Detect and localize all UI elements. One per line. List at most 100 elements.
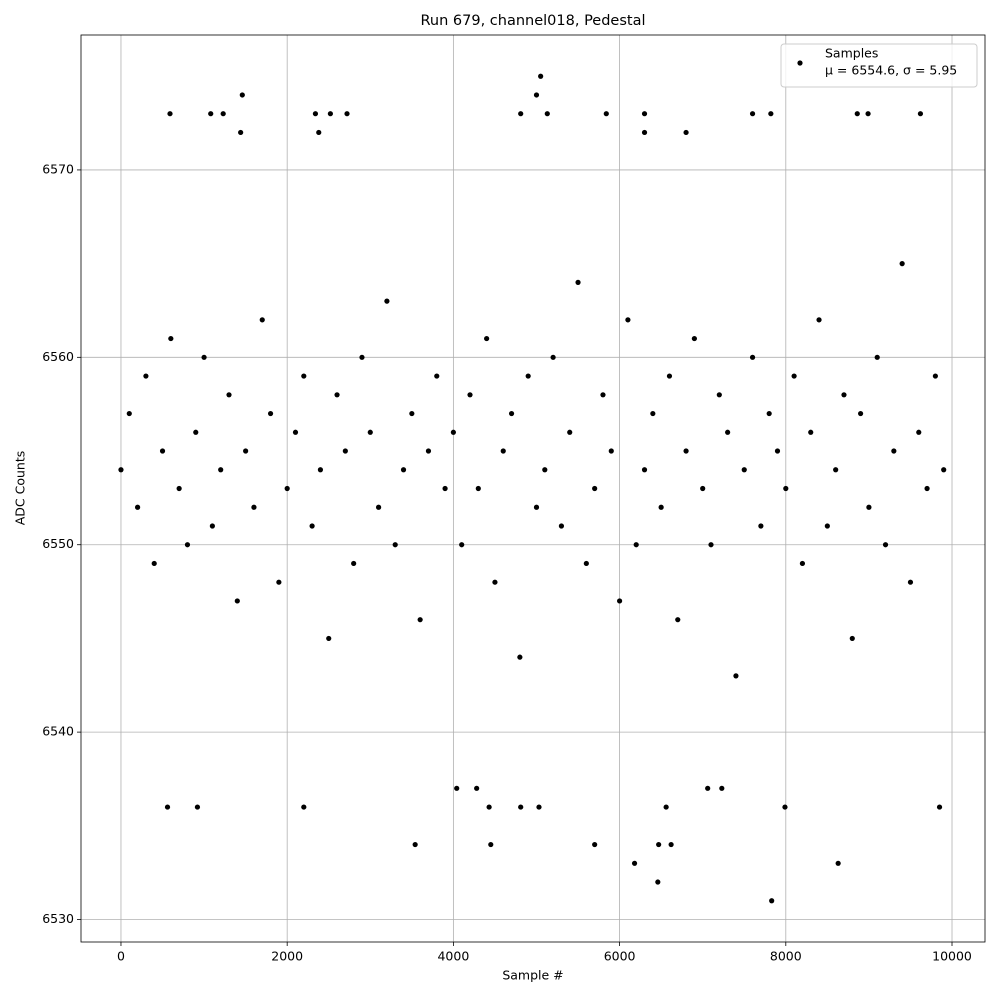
point xyxy=(316,129,322,136)
point xyxy=(932,373,938,379)
point xyxy=(705,785,711,791)
x-tick-label: 6000 xyxy=(604,949,636,964)
point xyxy=(159,448,166,454)
point xyxy=(656,841,662,848)
x-axis-label: Sample # xyxy=(502,968,563,983)
point xyxy=(184,542,191,548)
point xyxy=(616,598,623,604)
point xyxy=(508,410,515,417)
point xyxy=(666,373,673,379)
point xyxy=(854,111,860,117)
point xyxy=(658,504,664,510)
point xyxy=(442,485,448,492)
point xyxy=(312,111,319,117)
point xyxy=(164,804,171,810)
point xyxy=(533,504,540,510)
x-tick-label: 2000 xyxy=(271,949,303,964)
point xyxy=(691,335,697,342)
point xyxy=(326,635,332,642)
point xyxy=(226,392,232,398)
point xyxy=(866,504,872,510)
point xyxy=(766,410,772,417)
point xyxy=(301,373,307,379)
point xyxy=(857,410,864,417)
point xyxy=(384,298,390,304)
point xyxy=(475,485,481,492)
point xyxy=(267,410,274,417)
point xyxy=(118,467,124,473)
point xyxy=(631,860,638,866)
point xyxy=(276,579,282,585)
point xyxy=(134,504,141,510)
point xyxy=(301,804,307,810)
point xyxy=(375,504,382,510)
point xyxy=(849,635,855,642)
point xyxy=(633,542,639,548)
point xyxy=(833,467,839,473)
point xyxy=(941,467,947,473)
legend-detail: μ = 6554.6, σ = 5.95 xyxy=(825,63,957,78)
point xyxy=(575,279,581,285)
point xyxy=(454,785,460,791)
point xyxy=(176,485,182,492)
legend-marker xyxy=(797,60,803,66)
x-tick-label: 10000 xyxy=(932,949,972,964)
point xyxy=(467,392,473,398)
point xyxy=(641,467,648,473)
point xyxy=(259,317,265,323)
point xyxy=(882,542,889,548)
y-tick-label: 6530 xyxy=(42,911,74,926)
point xyxy=(517,654,523,660)
point xyxy=(650,410,656,417)
point xyxy=(488,841,494,848)
point xyxy=(907,579,914,585)
y-tick-label: 6540 xyxy=(42,724,74,739)
point xyxy=(567,429,573,435)
point xyxy=(608,448,614,454)
point xyxy=(936,804,943,810)
point xyxy=(425,448,432,454)
point xyxy=(675,617,681,623)
point xyxy=(799,560,806,567)
point xyxy=(243,448,249,454)
point xyxy=(917,111,924,117)
point xyxy=(655,879,661,885)
point xyxy=(741,467,747,473)
point xyxy=(412,841,418,848)
point xyxy=(816,317,822,323)
x-tick-label: 4000 xyxy=(437,949,469,964)
point xyxy=(716,392,722,398)
point xyxy=(344,111,350,117)
point xyxy=(450,429,456,435)
point xyxy=(484,335,490,342)
point xyxy=(544,111,550,117)
y-tick-label: 6570 xyxy=(42,161,74,176)
point xyxy=(334,392,340,398)
point xyxy=(234,598,240,604)
point xyxy=(783,485,789,492)
point xyxy=(208,111,214,117)
point xyxy=(749,354,756,360)
point xyxy=(538,73,544,79)
point xyxy=(518,111,524,117)
point xyxy=(782,804,788,810)
point xyxy=(309,523,315,529)
point xyxy=(525,373,531,379)
x-tick-label: 8000 xyxy=(770,949,802,964)
point xyxy=(168,335,174,342)
point xyxy=(201,354,207,360)
point xyxy=(167,111,173,117)
point xyxy=(284,485,290,492)
point xyxy=(641,111,648,117)
point xyxy=(550,354,556,360)
point xyxy=(668,841,674,848)
plot-frame xyxy=(80,34,986,943)
point xyxy=(143,373,149,379)
point xyxy=(592,841,598,848)
point xyxy=(774,448,781,454)
point xyxy=(683,129,689,136)
point xyxy=(874,354,880,360)
point xyxy=(663,804,669,810)
y-tick-label: 6560 xyxy=(42,349,74,364)
